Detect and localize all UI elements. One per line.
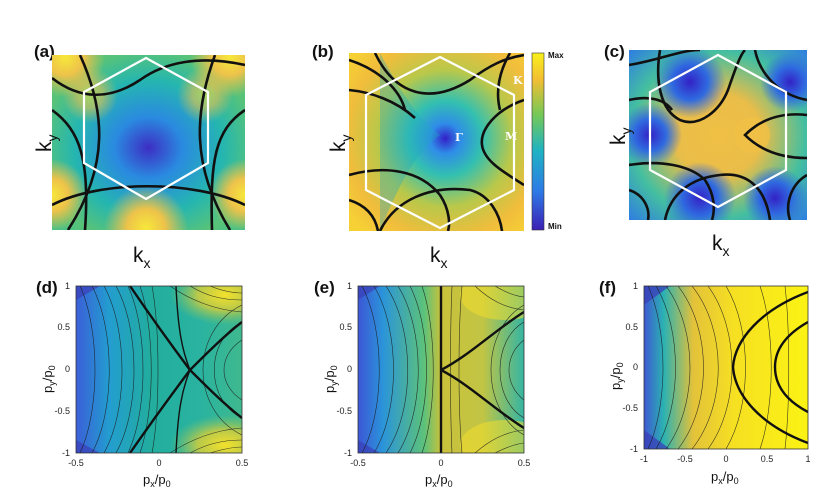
xtick-f-4: 1 (805, 454, 810, 464)
svg-text:kx: kx (712, 232, 730, 259)
y-axis-label-d: py/p0 (40, 365, 57, 393)
ytick-d-1: 0.5 (57, 322, 70, 332)
kx-label-c-main: k (712, 232, 723, 255)
ky-label-a-main: k (33, 141, 56, 152)
ytick-e-4: -1 (344, 448, 352, 458)
ky-label-b-main: k (327, 141, 350, 152)
ytick-e-0: 1 (347, 281, 352, 291)
xtick-d-1: 0 (156, 458, 161, 468)
ytick-f-2: 0 (633, 362, 638, 372)
panel-d-heatmap (76, 286, 242, 453)
ytick-f-1: 0.5 (625, 322, 638, 332)
ytick-d-2: 0 (65, 364, 70, 374)
panel-f: (f) 1 0.5 0 -0.5 -1 -1 -0.5 (599, 278, 811, 486)
ytick-f-0: 1 (633, 281, 638, 291)
kx-label-b-sub: x (441, 255, 448, 271)
colorbar (531, 52, 545, 231)
panel-d: (d) (36, 278, 249, 489)
panel-c-heatmap (629, 50, 807, 220)
xtick-f-2: 0 (723, 454, 728, 464)
panel-label-c: (c) (604, 42, 625, 61)
x-axis-label-f: px/p0 (711, 469, 739, 486)
brillouin-zone-a (82, 56, 210, 201)
x-axis-label-e: px/p0 (425, 472, 453, 489)
ky-label-a-sub: y (44, 135, 60, 142)
panel-e: (e) (314, 278, 531, 489)
xtick-e-1: 0 (438, 458, 443, 468)
ytick-e-1: 0.5 (339, 322, 352, 332)
panel-b: (b) Γ M K Max Min kx ky (312, 42, 564, 271)
xtick-d-0: -0.5 (68, 458, 84, 468)
ytick-f-3: -0.5 (622, 403, 638, 413)
xtick-f-0: -1 (640, 454, 648, 464)
panel-label-a: (a) (34, 42, 55, 61)
panel-label-f: (f) (599, 278, 616, 297)
xtick-f-1: -0.5 (677, 454, 693, 464)
panel-b-heatmap (349, 53, 524, 231)
ytick-d-0: 1 (65, 281, 70, 291)
xtick-f-3: 0.5 (761, 454, 774, 464)
ky-label-c-sub: y (618, 128, 634, 135)
panel-label-d: (d) (36, 278, 58, 297)
svg-text:ky: ky (607, 128, 634, 146)
svg-text:ky: ky (327, 135, 354, 153)
panel-f-heatmap (644, 286, 808, 449)
ytick-d-3: -0.5 (54, 406, 70, 416)
svg-text:kx: kx (133, 244, 151, 271)
panel-a: (a) kx ky (33, 42, 245, 271)
ytick-e-2: 0 (347, 364, 352, 374)
svg-text:kx: kx (430, 244, 448, 271)
ky-label-b-sub: y (338, 135, 354, 142)
xtick-e-2: 0.5 (518, 458, 531, 468)
ytick-f-4: -1 (630, 444, 638, 454)
panel-label-e: (e) (314, 278, 335, 297)
colorbar-max-label: Max (548, 51, 564, 60)
gamma-point-label: Γ (455, 131, 463, 144)
y-axis-label-e: py/p0 (322, 365, 339, 393)
x-axis-label-d: px/p0 (143, 472, 171, 489)
xtick-d-2: 0.5 (236, 458, 249, 468)
k-point-label: K (513, 74, 523, 87)
panel-label-b: (b) (312, 42, 334, 61)
xtick-e-0: -0.5 (350, 458, 366, 468)
brillouin-zone-b (364, 55, 516, 230)
panel-c: (c) kx ky (604, 42, 807, 259)
ky-label-c-main: k (607, 134, 630, 145)
kx-label-b-main: k (430, 244, 441, 267)
kx-label-c-sub: x (723, 243, 730, 259)
ytick-e-3: -0.5 (336, 406, 352, 416)
kx-label-a-main: k (133, 244, 144, 267)
kx-label-a-sub: x (144, 255, 151, 271)
panel-a-heatmap (52, 55, 245, 230)
brillouin-zone-c (648, 53, 788, 209)
colorbar-min-label: Min (548, 222, 562, 231)
y-axis-label-f: py/p0 (608, 362, 625, 390)
svg-text:ky: ky (33, 135, 60, 153)
panel-e-heatmap (358, 286, 524, 453)
m-point-label: M (505, 130, 517, 143)
ytick-d-4: -1 (62, 448, 70, 458)
